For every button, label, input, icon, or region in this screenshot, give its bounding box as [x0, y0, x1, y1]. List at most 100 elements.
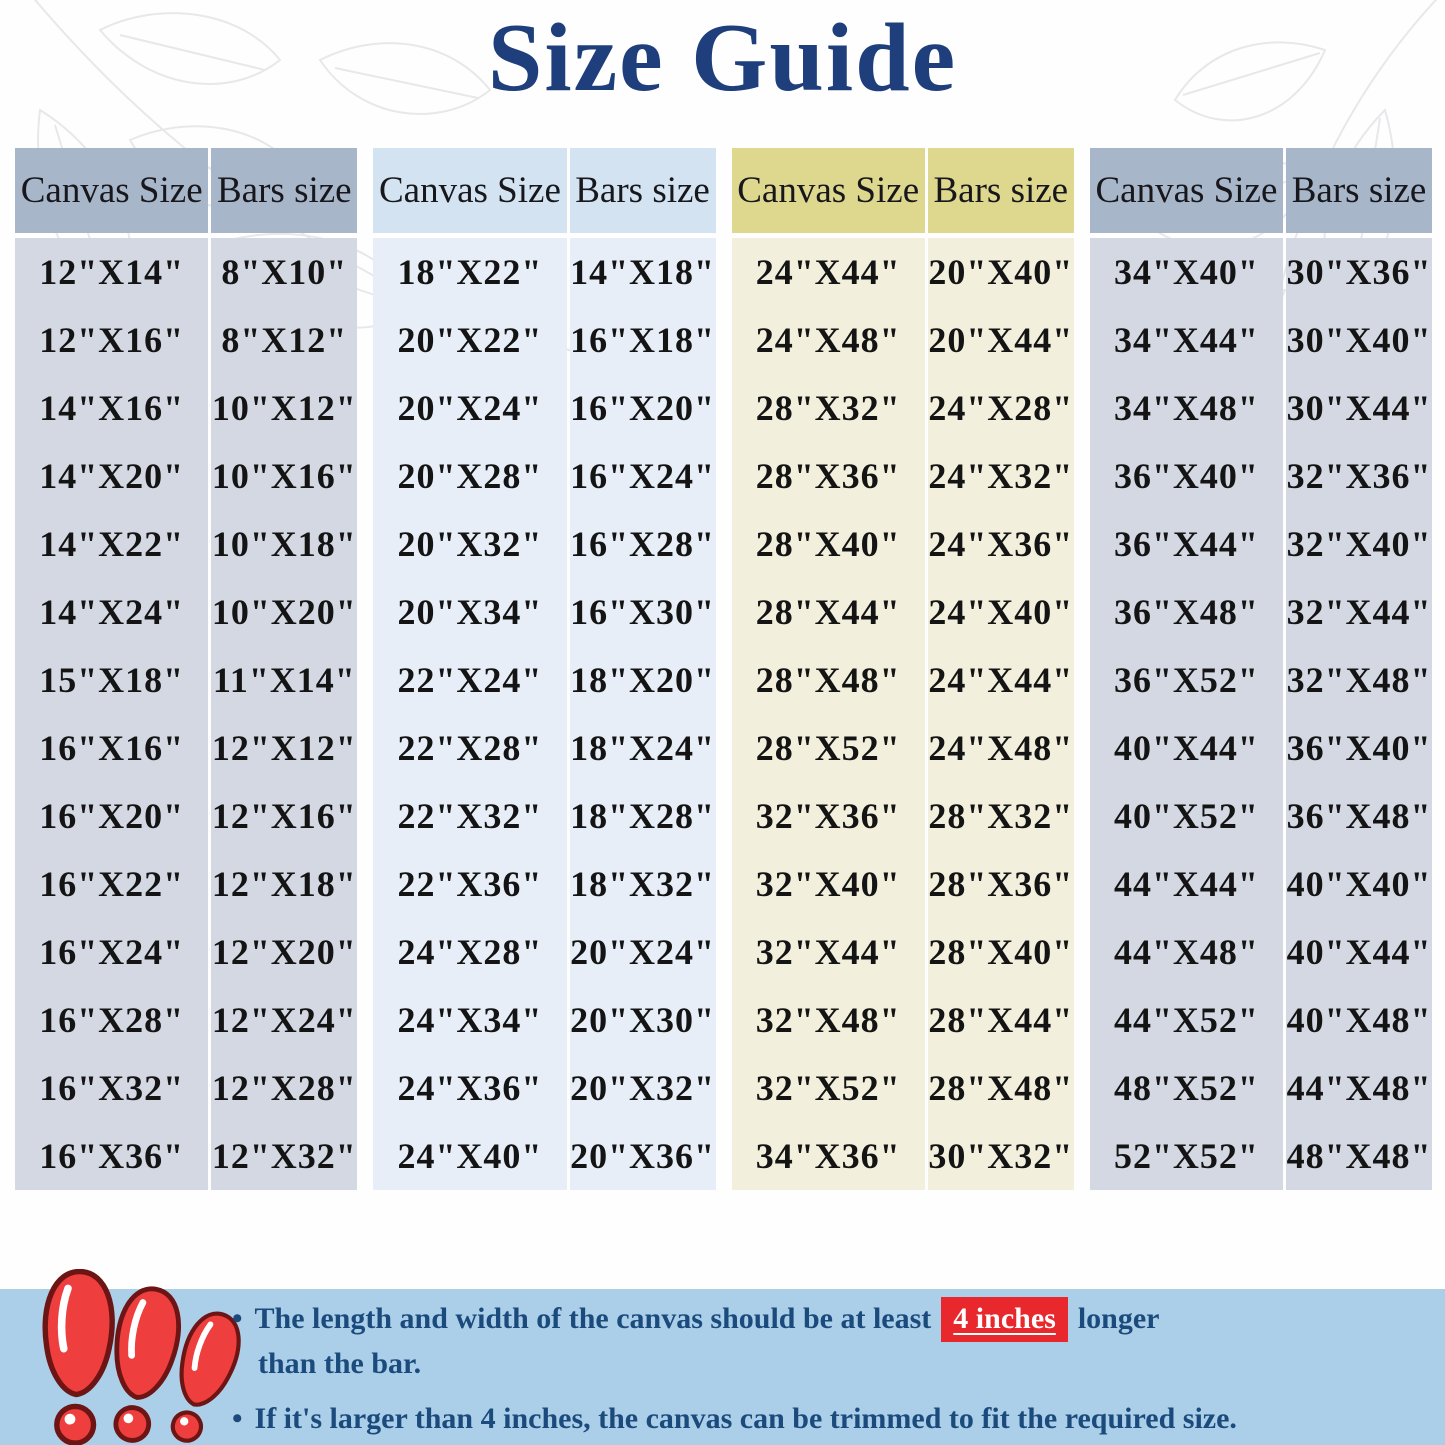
canvas-size-cell: 28"X40": [731, 510, 925, 578]
bars-size-cell: 20"X30": [569, 986, 716, 1054]
canvas-size-cell: 24"X28": [373, 918, 567, 986]
bars-size-cell: 12"X32": [211, 1122, 358, 1190]
table-row: 28"X48" 24"X44": [731, 646, 1074, 714]
canvas-size-cell: 16"X16": [15, 714, 209, 782]
table-row: 20"X32" 16"X28": [373, 510, 716, 578]
table-row: 22"X36" 18"X32": [373, 850, 716, 918]
table-row: 32"X40" 28"X36": [731, 850, 1074, 918]
table-row: 24"X34" 20"X30": [373, 986, 716, 1054]
canvas-size-header: Canvas Size: [15, 148, 209, 233]
bars-size-cell: 30"X32": [927, 1122, 1074, 1190]
canvas-size-cell: 34"X48": [1089, 374, 1284, 442]
table-row: 36"X40" 32"X36": [1089, 442, 1432, 510]
canvas-size-cell: 22"X36": [373, 850, 567, 918]
bars-size-header: Bars size: [569, 148, 716, 233]
bars-size-cell: 44"X48": [1286, 1054, 1432, 1122]
bars-size-cell: 24"X44": [927, 646, 1074, 714]
canvas-size-cell: 14"X20": [15, 442, 209, 510]
table-row: 32"X48" 28"X44": [731, 986, 1074, 1054]
canvas-size-cell: 12"X14": [15, 238, 209, 306]
canvas-size-cell: 32"X52": [731, 1054, 925, 1122]
four-inches-highlight: 4 inches: [941, 1297, 1068, 1342]
table-row: 20"X28" 16"X24": [373, 442, 716, 510]
canvas-size-cell: 40"X52": [1089, 782, 1284, 850]
canvas-size-cell: 20"X32": [373, 510, 567, 578]
bars-size-header: Bars size: [1286, 148, 1432, 233]
canvas-size-cell: 14"X24": [15, 578, 209, 646]
canvas-size-cell: 16"X32": [15, 1054, 209, 1122]
canvas-size-cell: 32"X40": [731, 850, 925, 918]
bars-size-cell: 24"X48": [927, 714, 1074, 782]
canvas-size-cell: 40"X44": [1089, 714, 1284, 782]
table-row: 14"X22" 10"X18": [15, 510, 358, 578]
table-row: 22"X28" 18"X24": [373, 714, 716, 782]
size-table-2: Canvas Size Bars size 18"X22" 14"X18" 20…: [373, 148, 716, 1190]
canvas-size-cell: 32"X44": [731, 918, 925, 986]
canvas-size-cell: 20"X24": [373, 374, 567, 442]
table-row: 28"X52" 24"X48": [731, 714, 1074, 782]
bullet-glyph: •: [232, 1302, 243, 1335]
table-row: 28"X32" 24"X28": [731, 374, 1074, 442]
canvas-size-cell: 28"X52": [731, 714, 925, 782]
page-title: Size Guide: [487, 4, 958, 112]
bars-size-cell: 30"X40": [1286, 306, 1432, 374]
bars-size-cell: 12"X20": [211, 918, 358, 986]
table-body: 34"X40" 30"X36" 34"X44" 30"X40" 34"X48" …: [1089, 238, 1432, 1190]
canvas-size-cell: 24"X40": [373, 1122, 567, 1190]
table-row: 16"X22" 12"X18": [15, 850, 358, 918]
canvas-size-cell: 24"X48": [731, 306, 925, 374]
table-header-row: Canvas Size Bars size: [373, 148, 716, 233]
bars-size-cell: 16"X28": [569, 510, 716, 578]
canvas-size-cell: 28"X32": [731, 374, 925, 442]
canvas-size-cell: 15"X18": [15, 646, 209, 714]
notes-section: • The length and width of the canvas shou…: [0, 1289, 1445, 1445]
canvas-size-cell: 16"X28": [15, 986, 209, 1054]
canvas-size-header: Canvas Size: [731, 148, 925, 233]
canvas-size-cell: 22"X24": [373, 646, 567, 714]
bars-size-cell: 10"X18": [211, 510, 358, 578]
note1-continuation: than the bar.: [258, 1347, 422, 1380]
table-row: 20"X24" 16"X20": [373, 374, 716, 442]
canvas-size-cell: 16"X20": [15, 782, 209, 850]
table-row: 16"X20" 12"X16": [15, 782, 358, 850]
table-row: 28"X44" 24"X40": [731, 578, 1074, 646]
bars-size-cell: 30"X44": [1286, 374, 1432, 442]
table-row: 16"X16" 12"X12": [15, 714, 358, 782]
bars-size-cell: 32"X48": [1286, 646, 1432, 714]
bars-size-cell: 20"X44": [927, 306, 1074, 374]
bars-size-cell: 12"X12": [211, 714, 358, 782]
table-row: 34"X48" 30"X44": [1089, 374, 1432, 442]
table-row: 28"X36" 24"X32": [731, 442, 1074, 510]
bars-size-cell: 20"X36": [569, 1122, 716, 1190]
table-row: 28"X40" 24"X36": [731, 510, 1074, 578]
table-row: 24"X48" 20"X44": [731, 306, 1074, 374]
size-table-4: Canvas Size Bars size 34"X40" 30"X36" 34…: [1089, 148, 1432, 1190]
bars-size-cell: 16"X18": [569, 306, 716, 374]
bars-size-cell: 40"X48": [1286, 986, 1432, 1054]
table-row: 16"X28" 12"X24": [15, 986, 358, 1054]
bars-size-cell: 32"X40": [1286, 510, 1432, 578]
bars-size-cell: 18"X20": [569, 646, 716, 714]
bars-size-cell: 32"X44": [1286, 578, 1432, 646]
canvas-size-cell: 18"X22": [373, 238, 567, 306]
canvas-size-cell: 22"X32": [373, 782, 567, 850]
canvas-size-cell: 20"X28": [373, 442, 567, 510]
notes-text: • The length and width of the canvas shou…: [232, 1297, 1427, 1440]
table-row: 36"X52" 32"X48": [1089, 646, 1432, 714]
table-row: 12"X14" 8"X10": [15, 238, 358, 306]
canvas-size-cell: 28"X48": [731, 646, 925, 714]
exclamation-icon: [26, 1269, 248, 1445]
note-item: • If it's larger than 4 inches, the canva…: [232, 1397, 1427, 1440]
table-row: 24"X44" 20"X40": [731, 238, 1074, 306]
canvas-size-cell: 52"X52": [1089, 1122, 1284, 1190]
canvas-size-cell: 16"X24": [15, 918, 209, 986]
bars-size-cell: 28"X40": [927, 918, 1074, 986]
bars-size-cell: 28"X36": [927, 850, 1074, 918]
table-row: 24"X36" 20"X32": [373, 1054, 716, 1122]
canvas-size-header: Canvas Size: [373, 148, 567, 233]
canvas-size-cell: 36"X52": [1089, 646, 1284, 714]
bullet-glyph: •: [232, 1402, 243, 1435]
canvas-size-cell: 34"X36": [731, 1122, 925, 1190]
bars-size-cell: 10"X12": [211, 374, 358, 442]
bars-size-cell: 36"X48": [1286, 782, 1432, 850]
